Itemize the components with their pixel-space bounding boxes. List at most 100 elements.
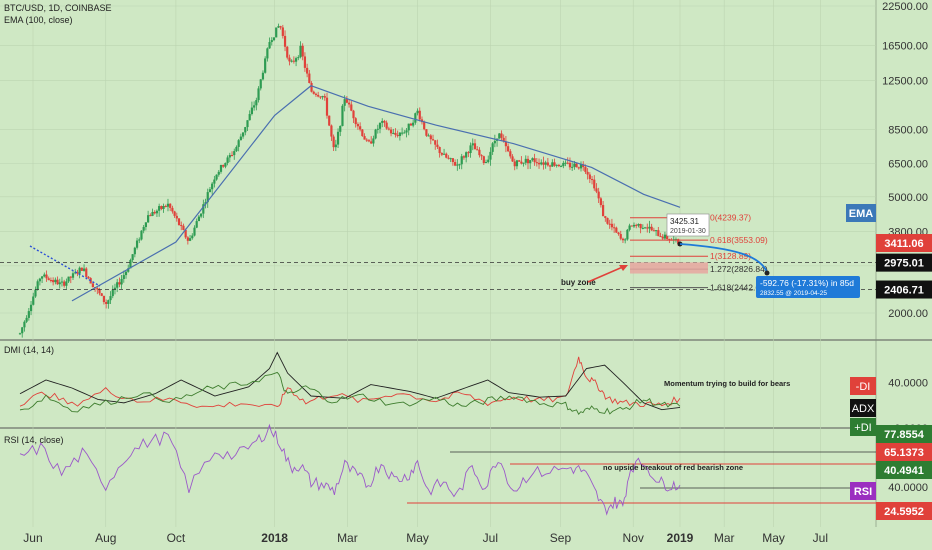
candle-body [502,137,505,142]
candle-body [69,276,72,278]
dmi-series-line [19,351,681,411]
price-label-box [876,253,932,272]
candle-body [277,26,280,28]
projection-curve [679,243,768,273]
candle-body [597,191,600,199]
candle-body [389,129,393,134]
candle-body [200,213,203,217]
candle-body [211,183,214,190]
candle-body [641,227,644,229]
candle-body [652,230,655,232]
x-tick-label: May [762,531,785,545]
candle-body [290,60,293,62]
candle-body [21,327,24,334]
candle-body [509,151,512,157]
candle-body [442,153,446,155]
candle-body [356,124,360,127]
candle-body [34,289,37,297]
candle-body [619,234,622,239]
rsi-legend[interactable]: RSI (14, close) [4,435,64,445]
candle-body [124,271,128,276]
candle-body [45,274,48,279]
candle-body [429,135,432,140]
candle-body [127,268,130,272]
candle-body [394,132,397,135]
candle-body [261,72,265,80]
candle-body [551,162,554,167]
projection-end [764,270,770,276]
candle-body [513,161,516,167]
candle-body [312,91,315,94]
candle-body [244,127,247,133]
dmi-series-line [19,356,681,408]
candle-body [396,134,399,137]
candle-body [381,120,384,123]
candle-body [438,147,441,154]
candle-body [78,267,81,274]
candle-body [138,239,141,241]
rsi-label-box [850,482,876,500]
candle-body [484,162,488,164]
candle-body [98,289,101,294]
y-tick-label: 8500.00 [888,124,928,136]
symbol-legend[interactable]: BTC/USD, 1D, COINBASE [4,3,112,13]
candle-body [524,158,527,163]
overlay-layer: 0(4239.37) 0.618(3553.09) 1(3128.89) 1.272(… [0,85,876,302]
dmi-legend[interactable]: DMI (14, 14) [4,345,55,355]
candle-body [283,35,287,47]
x-tick-label: Oct [167,531,186,545]
candle-body [480,155,483,157]
candle-body [462,156,466,158]
candle-body [343,99,346,106]
rsi-label: 24.5952 [884,506,924,518]
candle-body [47,278,50,281]
candle-body [175,215,178,219]
candle-body [630,225,633,227]
candle-body [255,100,258,106]
candle-body [593,179,596,189]
candle-body [365,139,368,141]
candle-body [18,333,22,335]
candle-body [610,223,614,228]
candle-body [325,97,329,116]
rsi-label-box [876,502,932,520]
candle-body [489,151,492,160]
candle-body [253,105,256,108]
candle-body [336,131,340,145]
candle-body [400,132,404,134]
candle-body [153,211,156,214]
candle-body [259,79,262,89]
candle-body [142,227,145,231]
candle-body [162,205,165,209]
ema-line [71,85,681,302]
candle-body [308,73,311,84]
buy-zone-arrow [587,265,626,283]
candle-body [613,227,616,229]
candle-body [58,282,61,285]
candle-body [374,129,377,139]
ema-legend[interactable]: EMA (100, close) [4,15,73,25]
candle-body [529,160,532,164]
candle-body [208,189,212,193]
candle-body [518,160,521,162]
candle-body [193,227,196,236]
candle-body [361,129,364,137]
candle-body [91,283,94,288]
candle-body [102,295,106,303]
candle-body [294,58,298,62]
candle-body [299,45,302,58]
candle-body [186,237,189,241]
candle-body [586,171,589,175]
candle-body [564,162,567,164]
price-tooltip [666,213,710,237]
x-tick-label: Aug [95,531,116,545]
rsi-label: 40.4941 [884,465,924,477]
price-label-box [876,280,932,299]
grid-layer [0,0,932,527]
candle-body [650,226,653,231]
candle-body [515,160,519,167]
candle-body [608,223,611,225]
candle-body [604,216,607,218]
candle-body [107,300,110,304]
